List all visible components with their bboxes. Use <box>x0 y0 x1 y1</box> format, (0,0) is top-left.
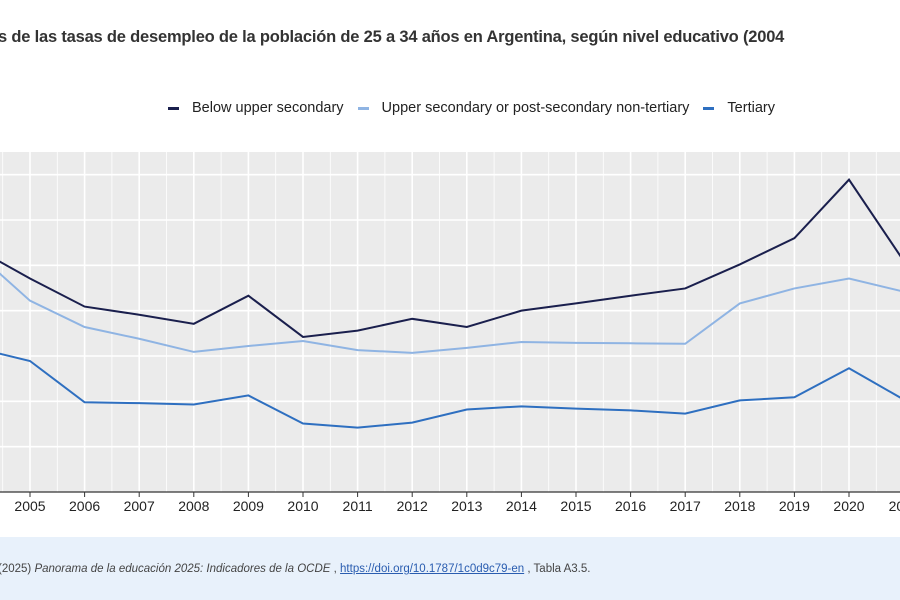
source-suffix: , Tabla A3.5. <box>524 563 591 575</box>
legend-label: Upper secondary or post-secondary non-te… <box>381 100 690 116</box>
x-tick-label: 2014 <box>506 498 537 514</box>
legend-swatch <box>357 106 369 110</box>
x-tick-label: 2016 <box>615 498 646 514</box>
x-tick-label: 20 <box>889 498 900 514</box>
x-tick-label: 2020 <box>833 498 864 514</box>
x-tick-label: 2018 <box>724 498 755 514</box>
line-chart: 2005 2006 2007 2008 2009 2010 2011 2012 2013 2014… <box>0 152 900 514</box>
source-title: Panorama de la educación 2025: Indicador… <box>34 563 331 575</box>
x-axis-ticks: 2005 2006 2007 2008 2009 2010 2011 2012 2013 2014… <box>14 492 900 514</box>
legend-item-tertiary[interactable]: Tertiary <box>703 100 775 116</box>
series-line-2 <box>0 352 900 429</box>
legend-swatch <box>168 106 179 110</box>
x-tick-label: 2007 <box>124 498 155 514</box>
x-tick-label: 2015 <box>560 498 591 514</box>
source-note: (2025) Panorama de la educación 2025: In… <box>0 563 590 575</box>
x-tick-label: 2011 <box>343 498 373 514</box>
plot-background <box>0 152 900 492</box>
x-tick-label: 2017 <box>670 498 701 514</box>
x-tick-label: 2012 <box>397 498 428 514</box>
legend: Below upper secondary Upper secondary or… <box>168 100 789 116</box>
x-tick-label: 2006 <box>69 498 100 514</box>
x-tick-label: 2013 <box>451 498 482 514</box>
series-line-0 <box>0 178 900 338</box>
legend-item-below-upper-secondary[interactable]: Below upper secondary <box>168 100 344 116</box>
legend-item-upper-secondary[interactable]: Upper secondary or post-secondary non-te… <box>357 100 690 116</box>
legend-label: Below upper secondary <box>192 100 344 116</box>
series-lines <box>0 178 900 429</box>
footer: (2025) Panorama de la educación 2025: In… <box>0 537 900 600</box>
x-tick-label: 2019 <box>779 498 810 514</box>
gridlines <box>0 152 900 492</box>
source-link[interactable]: https://doi.org/10.1787/1c0d9c79-en <box>340 563 525 575</box>
x-tick-label: 2005 <box>14 498 45 514</box>
legend-label: Tertiary <box>727 100 775 116</box>
source-prefix: (2025) <box>0 563 35 575</box>
x-tick-label: 2008 <box>178 498 209 514</box>
x-tick-label: 2009 <box>233 498 264 514</box>
x-tick-label: 2010 <box>287 498 318 514</box>
series-line-1 <box>0 272 900 354</box>
legend-swatch <box>703 106 715 110</box>
chart-title: s de las tasas de desempleo de la poblac… <box>0 28 785 46</box>
source-sep: , <box>330 563 341 575</box>
